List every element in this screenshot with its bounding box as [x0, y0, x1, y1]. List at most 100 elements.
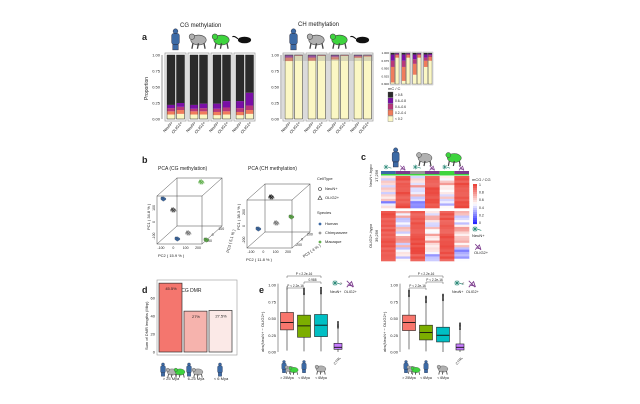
head	[282, 360, 286, 364]
heatmap-cell	[425, 194, 440, 197]
olig2-glia-icon	[458, 165, 465, 171]
inset-bar-outline	[417, 52, 422, 85]
heatmap-cell	[425, 233, 440, 237]
cg-bar-segment	[199, 108, 208, 112]
inset-y-tick: 0.950	[381, 67, 389, 71]
inset-bar-outline	[428, 52, 433, 85]
olig2-hypo-label: OLIG2+-hypo	[368, 223, 373, 248]
pca-point-neun	[176, 238, 179, 242]
dmr-bar	[158, 282, 183, 353]
inset-facet	[422, 51, 434, 86]
heatmap-cell	[410, 231, 426, 235]
heatmap-cell	[395, 201, 411, 204]
heatmap-cell	[410, 203, 426, 207]
inset-bar-segment	[401, 66, 406, 81]
heatmap-cell	[425, 192, 440, 195]
legend-label: 0.4–0.6	[395, 105, 406, 109]
ch-bar-segment	[294, 55, 303, 119]
glia	[468, 280, 476, 288]
species-legend-title: Species	[317, 210, 331, 215]
heatmap-cell	[410, 180, 426, 184]
heatmap-cell	[454, 251, 470, 255]
colorbar-segment	[473, 210, 477, 213]
inset-bar-segment	[423, 53, 428, 55]
colorbar-segment	[473, 190, 477, 193]
macaque-icon	[173, 367, 186, 378]
y-tick: -100	[152, 232, 156, 239]
heatmap-cell	[439, 198, 455, 202]
cg-bar-segment	[176, 113, 185, 119]
colorbar-segment	[473, 212, 477, 215]
inset-bar-segment	[423, 60, 428, 67]
inset-y-tick: 0.900	[381, 82, 389, 86]
heatmap-cell	[410, 258, 426, 262]
colorbar-segment	[473, 192, 477, 195]
colorbar-segment	[473, 214, 477, 217]
heatmap-cell	[381, 187, 396, 191]
heatmap-cell	[395, 236, 411, 239]
human-icon	[289, 28, 298, 51]
heatmap-cell	[454, 185, 470, 188]
species-bar	[381, 174, 469, 176]
ch-bar-segment	[317, 55, 326, 119]
legend-species-dot	[318, 222, 322, 226]
heatmap-cell	[395, 247, 411, 250]
legend-neun-label: NeuN+	[452, 290, 463, 294]
neun-neuron-icon	[383, 164, 392, 170]
legend-triangle-icon	[317, 195, 323, 200]
facet-panel	[187, 52, 210, 122]
panel-d-bars: 0 20 40 60 45.5% > 25 Mya 27% 6-25 Mya 27.5% < 6 …	[151, 279, 238, 381]
colorbar-segment	[473, 200, 477, 203]
heatmap-cell	[395, 231, 411, 235]
head	[302, 360, 306, 364]
p-value-label: 0.988	[309, 278, 317, 282]
y-tick: 100	[152, 205, 156, 211]
chimpanzee-icon	[416, 152, 433, 167]
chimpanzee-icon	[306, 33, 325, 49]
inset-facet	[389, 51, 401, 86]
legs	[282, 369, 286, 373]
mouse-icon	[232, 35, 252, 44]
head	[416, 152, 422, 158]
y-tick-label: 20	[151, 332, 156, 337]
inset-bar-segment	[401, 80, 406, 84]
inset-bar-outline	[406, 52, 411, 85]
heatmap-cell	[395, 258, 411, 262]
limbs	[438, 371, 448, 375]
heatmap-cell	[381, 185, 396, 188]
heatmap-cell	[381, 196, 396, 200]
heatmap-cell	[454, 249, 470, 253]
legend-neun-label: NeuN+	[330, 290, 341, 294]
heatmap-cell	[395, 196, 411, 200]
heatmap-cell	[381, 256, 396, 260]
dmr-category-label: > 25 Mya	[163, 376, 180, 381]
human-icon	[281, 360, 287, 373]
olig2-glia-icon	[346, 280, 354, 288]
heatmap-cell	[454, 236, 470, 239]
heatmap-cell	[381, 233, 396, 237]
heatmap-cell	[425, 251, 440, 255]
cg-bar-segment	[167, 108, 175, 112]
ch-bar-outline	[353, 54, 363, 120]
pca-cg-xlabel: PC2 ( 15.9 % )	[158, 253, 185, 258]
neun-neuron-icon	[454, 280, 464, 286]
heatmap-cell	[454, 238, 470, 241]
heatmap-cell	[395, 251, 411, 255]
cg-bar-segment	[236, 111, 244, 116]
heatmap-cell	[439, 247, 455, 250]
pca-cg-title: PCA (CG methylation)	[158, 166, 208, 172]
limbs	[214, 43, 229, 49]
head	[424, 360, 428, 364]
human-icon	[423, 360, 429, 373]
box-outlier	[442, 295, 444, 298]
pca-point-olig2	[268, 195, 272, 199]
inset-bar-segment	[406, 53, 410, 56]
box-outlier	[337, 327, 339, 329]
heatmap-cell	[439, 196, 455, 200]
heatmap-cell	[439, 187, 455, 191]
box-outlier	[303, 291, 305, 293]
heatmap-cell	[439, 251, 455, 255]
pca-point-olig2	[274, 222, 279, 226]
inset-bar-outline	[412, 52, 417, 85]
panel-c-heatmap: 1 0.8 0.6 0.4 0.2 0	[381, 147, 484, 262]
